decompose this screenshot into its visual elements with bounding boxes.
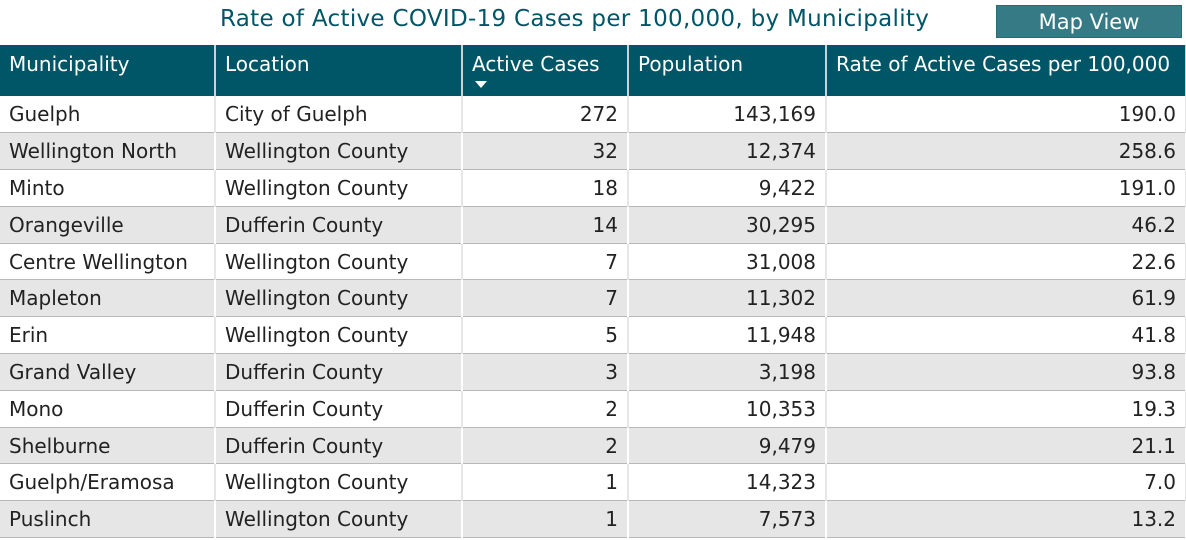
rate-cell: 21.1 [826,427,1186,465]
table-row: Guelph/Eramosa Wellington County 1 14,323 7.… [0,463,1186,502]
municipality-cell: Minto [0,169,216,207]
active-cases-cell: 7 [462,243,629,281]
location-cell: Wellington County [215,316,463,355]
map-view-button[interactable]: Map View [996,5,1182,38]
table-row: Grand Valley Dufferin County 3 3,198 93.8 [0,353,1186,391]
municipality-cell: Shelburne [0,427,216,465]
population-cell: 10,353 [628,390,827,428]
location-cell: Dufferin County [215,427,463,465]
location-cell: City of Guelph [215,96,463,134]
page-title: Rate of Active COVID-19 Cases per 100,00… [220,6,930,32]
table-row: Guelph City of Guelph 272 143,169 190.0 [0,96,1186,134]
rate-cell: 46.2 [826,206,1186,244]
column-header-location[interactable]: Location [215,45,463,96]
location-cell: Dufferin County [215,206,463,244]
municipality-cell: Guelph [0,96,216,134]
rate-cell: 61.9 [826,279,1186,318]
location-cell: Wellington County [215,132,463,171]
population-cell: 3,198 [628,353,827,391]
rate-cell: 22.6 [826,243,1186,281]
rate-cell: 13.2 [826,500,1186,539]
active-cases-cell: 1 [462,463,629,502]
table-row: Mono Dufferin County 2 10,353 19.3 [0,390,1186,428]
population-cell: 30,295 [628,206,827,244]
table-row: Minto Wellington County 18 9,422 191.0 [0,169,1186,207]
municipality-cell: Mapleton [0,279,216,318]
table-row: Orangeville Dufferin County 14 30,295 46.2 [0,206,1186,244]
population-cell: 11,948 [628,316,827,355]
rate-cell: 93.8 [826,353,1186,391]
table-row: Mapleton Wellington County 7 11,302 61.9 [0,279,1186,318]
population-cell: 31,008 [628,243,827,281]
active-cases-cell: 14 [462,206,629,244]
population-cell: 9,422 [628,169,827,207]
active-cases-cell: 3 [462,353,629,391]
location-cell: Wellington County [215,500,463,539]
population-cell: 143,169 [628,96,827,134]
municipality-cell: Wellington North [0,132,216,171]
municipality-cell: Guelph/Eramosa [0,463,216,502]
active-cases-cell: 2 [462,427,629,465]
table-row: Shelburne Dufferin County 2 9,479 21.1 [0,427,1186,465]
sort-descending-icon [475,81,487,88]
active-cases-cell: 7 [462,279,629,318]
active-cases-cell: 5 [462,316,629,355]
municipality-cell: Orangeville [0,206,216,244]
municipality-cell: Puslinch [0,500,216,539]
active-cases-cell: 1 [462,500,629,539]
location-cell: Dufferin County [215,353,463,391]
location-cell: Wellington County [215,463,463,502]
rate-cell: 190.0 [826,96,1186,134]
rate-cell: 7.0 [826,463,1186,502]
rate-cell: 258.6 [826,132,1186,171]
location-cell: Wellington County [215,243,463,281]
table-row: Centre Wellington Wellington County 7 31,00… [0,243,1186,281]
population-cell: 7,573 [628,500,827,539]
active-cases-cell: 32 [462,132,629,171]
table-row: Wellington North Wellington County 32 12,37… [0,132,1186,171]
column-header-rate[interactable]: Rate of Active Cases per 100,000 [826,45,1186,96]
table-row: Erin Wellington County 5 11,948 41.8 [0,316,1186,355]
table-row: Puslinch Wellington County 1 7,573 13.2 [0,500,1186,539]
rate-cell: 19.3 [826,390,1186,428]
location-cell: Wellington County [215,169,463,207]
municipality-cell: Centre Wellington [0,243,216,281]
location-cell: Wellington County [215,279,463,318]
active-cases-cell: 272 [462,96,629,134]
municipality-table: Municipality Location Active Cases Popul… [0,45,1186,539]
rate-cell: 41.8 [826,316,1186,355]
population-cell: 9,479 [628,427,827,465]
municipality-cell: Erin [0,316,216,355]
location-cell: Dufferin County [215,390,463,428]
population-cell: 11,302 [628,279,827,318]
column-header-population[interactable]: Population [628,45,827,96]
rate-cell: 191.0 [826,169,1186,207]
column-header-municipality[interactable]: Municipality [0,45,216,96]
column-header-label: Active Cases [472,52,600,76]
active-cases-cell: 2 [462,390,629,428]
column-header-active-cases[interactable]: Active Cases [462,45,629,96]
municipality-cell: Mono [0,390,216,428]
active-cases-cell: 18 [462,169,629,207]
population-cell: 12,374 [628,132,827,171]
municipality-cell: Grand Valley [0,353,216,391]
population-cell: 14,323 [628,463,827,502]
